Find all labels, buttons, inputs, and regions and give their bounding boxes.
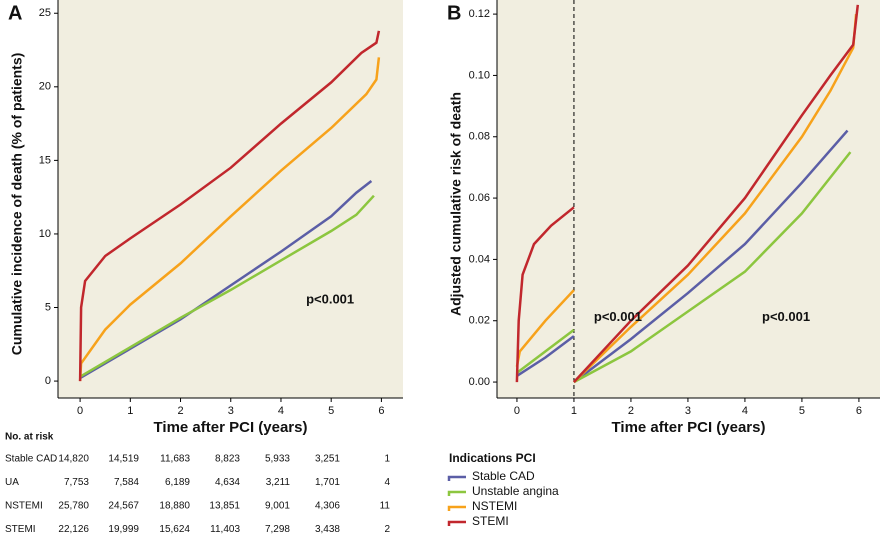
table-cell: 15,624 xyxy=(159,524,190,535)
table-cell: 2 xyxy=(384,524,390,535)
table-cell: 19,999 xyxy=(108,524,139,535)
legend-label: Stable CAD xyxy=(472,469,535,483)
table-title: No. at risk xyxy=(5,432,54,443)
table-cell: 13,851 xyxy=(209,501,240,512)
table-cell: 7,584 xyxy=(114,477,139,488)
legend-label: NSTEMI xyxy=(472,499,517,513)
y-tick-label: 0.00 xyxy=(469,376,490,388)
legend-swatch xyxy=(447,520,466,526)
table-cell: 18,880 xyxy=(159,501,190,512)
y-tick-label: 15 xyxy=(39,154,51,166)
table-cell: 4 xyxy=(384,477,390,488)
annotation: p<0.001 xyxy=(594,309,642,324)
y-tick-label: 0.08 xyxy=(469,131,490,143)
series-line xyxy=(78,57,381,382)
plot-area xyxy=(58,0,403,398)
x-tick-label: 4 xyxy=(742,405,748,417)
table-cell: 4,306 xyxy=(315,501,340,512)
x-tick-label: 6 xyxy=(378,405,384,417)
table-cell: 3,251 xyxy=(315,454,340,465)
table-cell: 6,189 xyxy=(165,477,190,488)
table-cell: 4,634 xyxy=(215,477,240,488)
y-tick-label: 10 xyxy=(39,228,51,240)
legend-label: Unstable angina xyxy=(472,484,559,498)
x-tick-label: 5 xyxy=(328,405,334,417)
table-cell: 25,780 xyxy=(58,501,89,512)
x-tick-label: 0 xyxy=(514,405,520,417)
legend-title: Indications PCI xyxy=(449,451,536,465)
table-cell: 9,001 xyxy=(265,501,290,512)
x-tick-label: 3 xyxy=(228,405,234,417)
y-tick-label: 0.06 xyxy=(469,192,490,204)
x-tick-label: 1 xyxy=(127,405,133,417)
y-tick-label: 0.02 xyxy=(469,315,490,327)
table-cell: 24,567 xyxy=(108,501,139,512)
annotation: p<0.001 xyxy=(762,309,810,324)
legend-swatch xyxy=(447,505,466,511)
x-tick-label: 0 xyxy=(77,405,83,417)
series-line xyxy=(79,194,375,378)
row-label: Stable CAD xyxy=(5,454,57,465)
table-cell: 8,823 xyxy=(215,454,240,465)
y-axis-title: Cumulative incidence of death (% of pati… xyxy=(9,53,25,356)
table-cell: 14,820 xyxy=(58,454,89,465)
x-tick-label: 4 xyxy=(278,405,284,417)
table-cell: 1 xyxy=(384,454,390,465)
y-tick-label: 20 xyxy=(39,81,51,93)
x-tick-label: 3 xyxy=(685,405,691,417)
table-cell: 3,438 xyxy=(315,524,340,535)
table-cell: 5,933 xyxy=(265,454,290,465)
series-line xyxy=(78,30,381,382)
x-tick-label: 2 xyxy=(177,405,183,417)
y-tick-label: 0.04 xyxy=(469,253,490,265)
table-cell: 1,701 xyxy=(315,477,340,488)
annotation: p<0.001 xyxy=(306,292,354,307)
y-tick-label: 0 xyxy=(45,375,51,387)
y-tick-label: 5 xyxy=(45,301,51,313)
x-tick-label: 6 xyxy=(856,405,862,417)
x-tick-label: 5 xyxy=(799,405,805,417)
x-axis-title: Time after PCI (years) xyxy=(154,419,308,436)
series-line xyxy=(79,180,373,380)
x-tick-label: 1 xyxy=(571,405,577,417)
table-cell: 22,126 xyxy=(58,524,89,535)
panel-label: B xyxy=(447,2,461,24)
y-axis-title: Adjusted cumulative risk of death xyxy=(448,92,464,316)
series-line xyxy=(516,151,852,384)
table-cell: 3,211 xyxy=(266,477,291,488)
series-line xyxy=(516,129,849,384)
legend-label: STEMI xyxy=(472,514,509,528)
table-cell: 14,519 xyxy=(108,454,139,465)
table-cell: 11,403 xyxy=(210,524,240,535)
y-tick-label: 0.12 xyxy=(469,8,490,20)
panel-label: A xyxy=(8,2,22,24)
plot-area xyxy=(497,0,880,398)
x-tick-label: 2 xyxy=(628,405,634,417)
table-cell: 11 xyxy=(380,501,391,512)
row-label: STEMI xyxy=(5,524,36,535)
series-line xyxy=(515,4,860,383)
y-tick-label: 25 xyxy=(39,7,51,19)
row-label: NSTEMI xyxy=(5,501,43,512)
row-label: UA xyxy=(5,477,19,488)
x-axis-title: Time after PCI (years) xyxy=(612,419,766,436)
legend-swatch xyxy=(447,475,466,481)
legend-swatch xyxy=(447,490,466,496)
table-cell: 11,683 xyxy=(160,454,190,465)
table-cell: 7,298 xyxy=(265,524,290,535)
table-cell: 7,753 xyxy=(64,477,89,488)
y-tick-label: 0.10 xyxy=(469,69,490,81)
